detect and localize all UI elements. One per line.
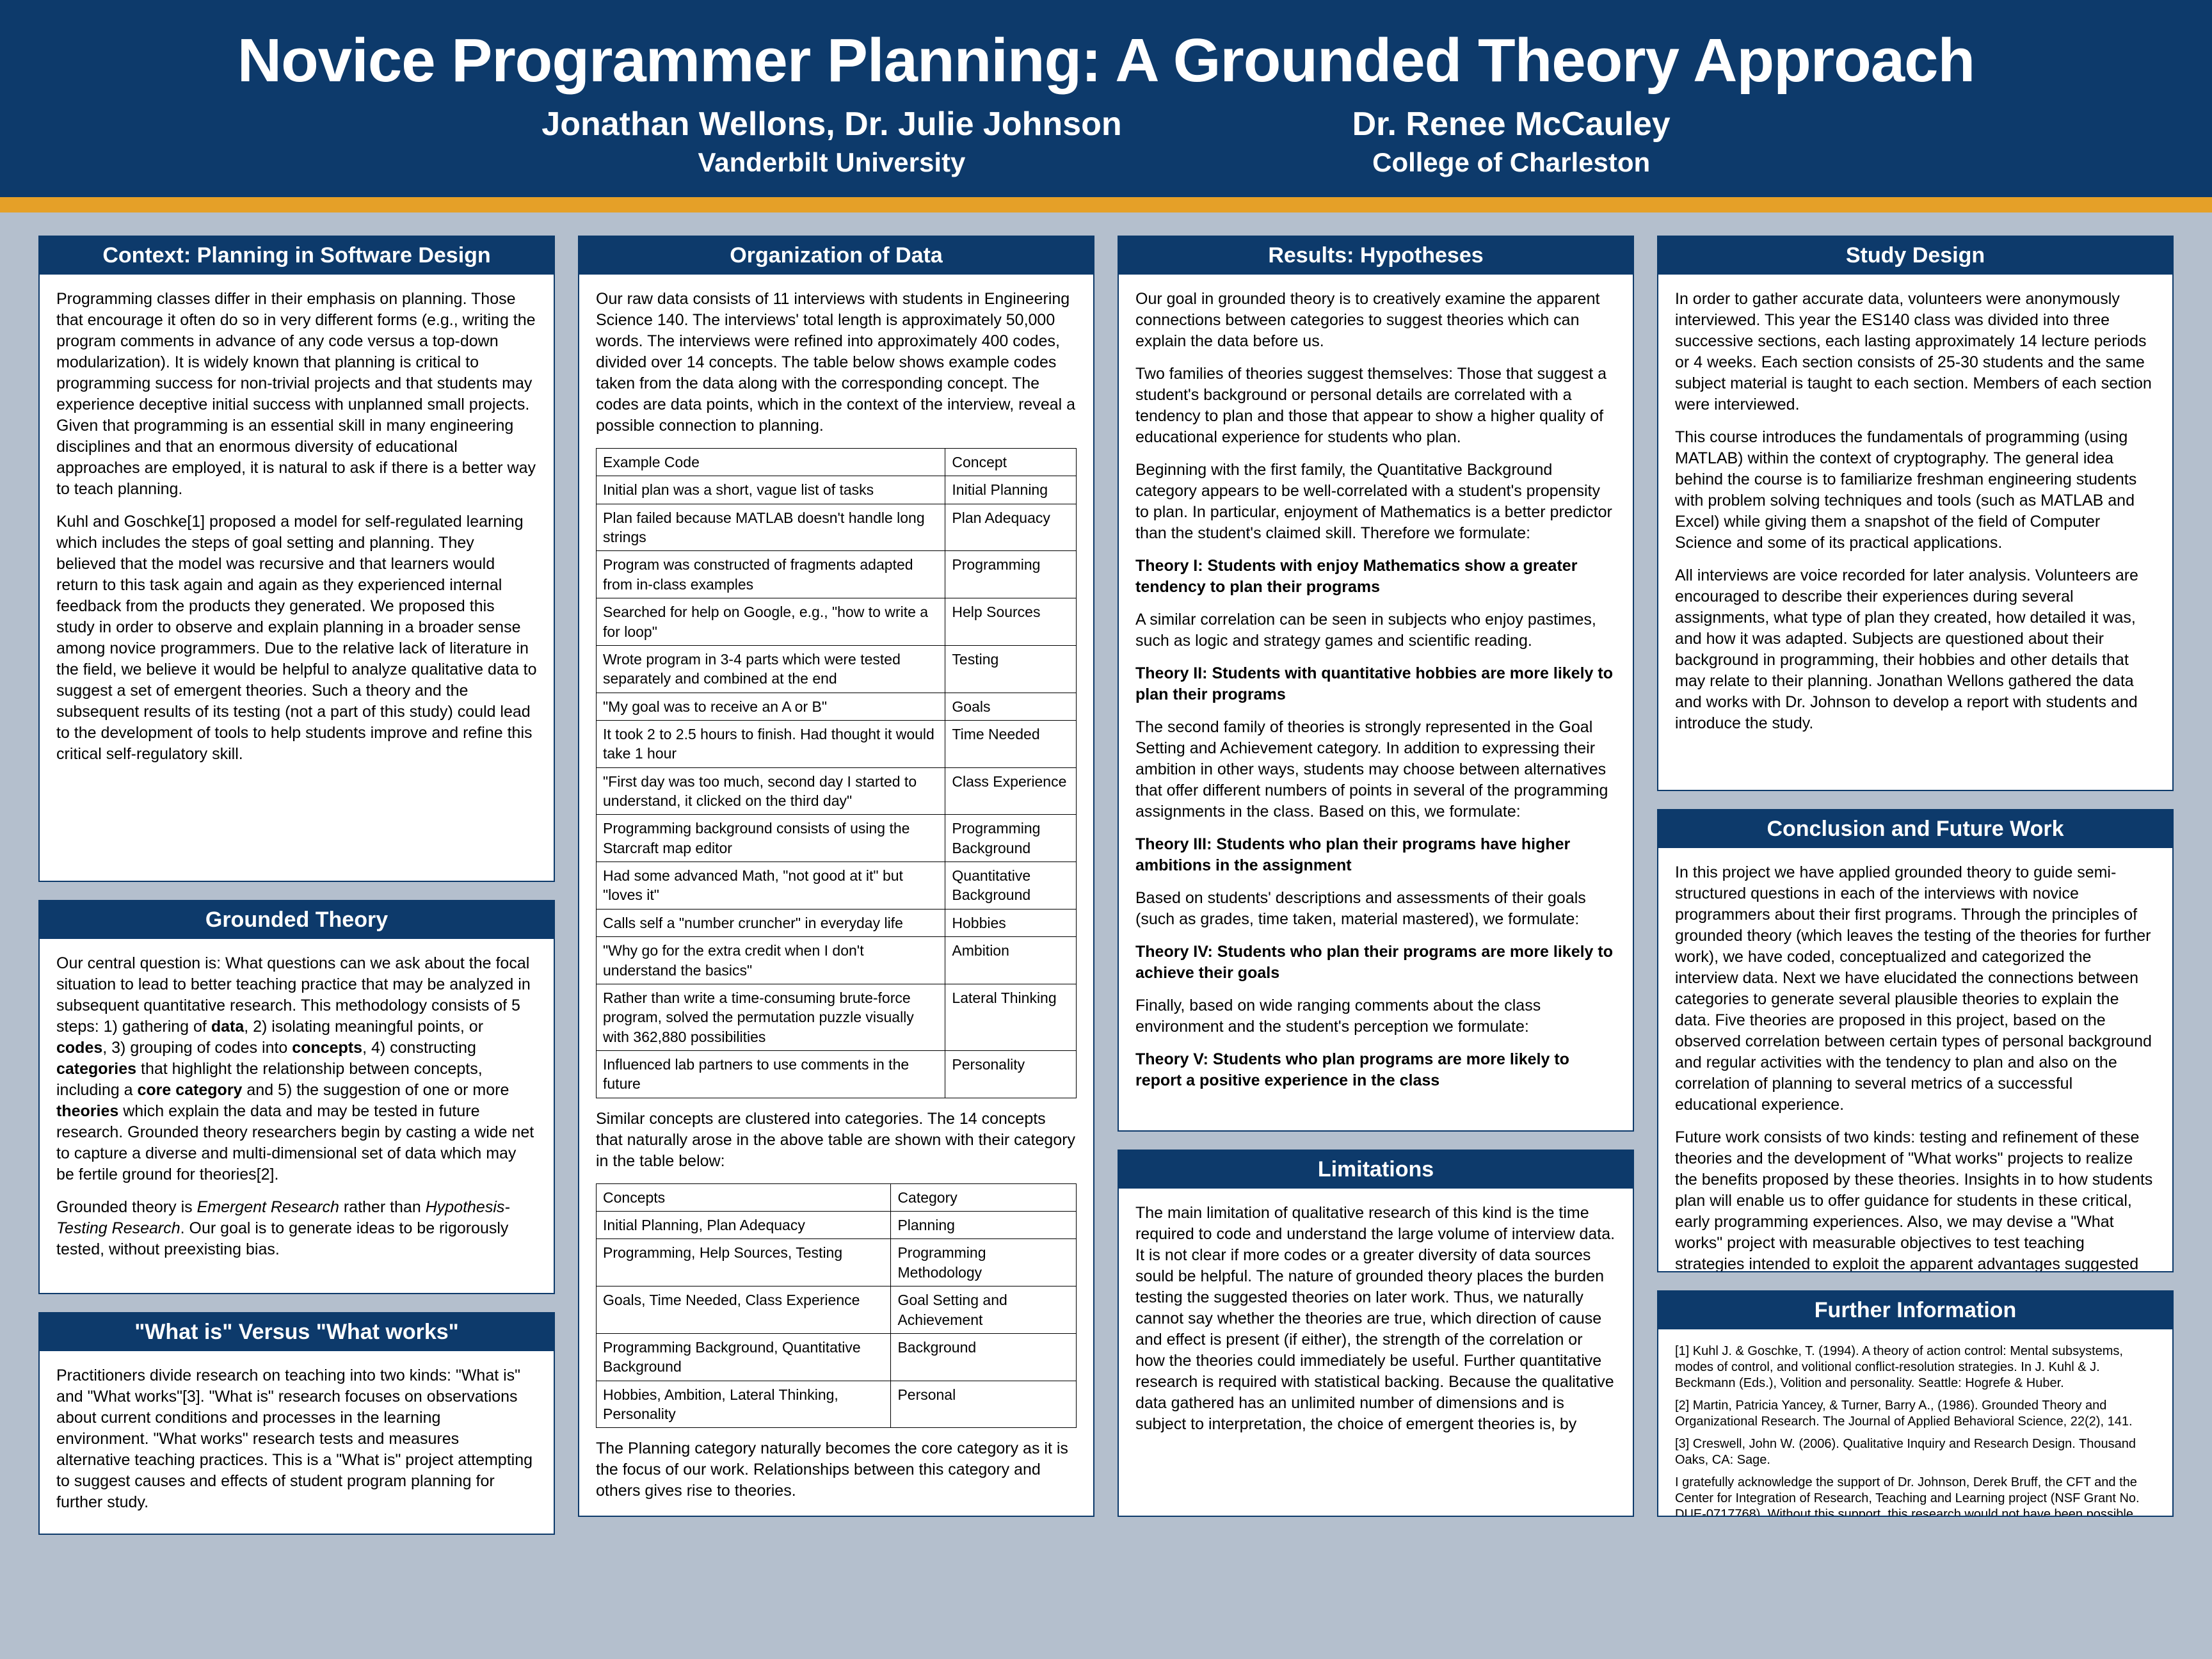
box-header: Further Information [1658,1292,2172,1329]
box-body: Our goal in grounded theory is to creati… [1119,275,1633,1117]
box-header: Organization of Data [579,237,1093,275]
reference: [3] Creswell, John W. (2006). Qualitativ… [1675,1436,2156,1468]
box-header: Grounded Theory [40,901,554,939]
box-header: Study Design [1658,237,2172,275]
author-block-1: Jonathan Wellons, Dr. Julie Johnson Vand… [541,105,1121,178]
poster-root: Novice Programmer Planning: A Grounded T… [0,0,2212,1659]
theory: Theory II: Students with quantitative ho… [1135,663,1616,705]
divider-bar [0,197,2212,212]
paragraph: This course introduces the fundamentals … [1675,427,2156,554]
box-further-info: Further Information [1] Kuhl J. & Goschk… [1657,1290,2174,1517]
box-header: Limitations [1119,1151,1633,1189]
reference: [2] Martin, Patricia Yancey, & Turner, B… [1675,1398,2156,1430]
paragraph: The main limitation of qualitative resea… [1135,1203,1616,1435]
paragraph: Future work consists of two kinds: testi… [1675,1127,2156,1271]
box-results: Results: Hypotheses Our goal in grounded… [1118,236,1634,1132]
acknowledgement: I gratefully acknowledge the support of … [1675,1475,2156,1516]
box-whatis: "What is" Versus "What works" Practition… [38,1312,555,1535]
author-names-2: Dr. Renee McCauley [1352,105,1671,143]
box-body: [1] Kuhl J. & Goschke, T. (1994). A theo… [1658,1329,2172,1516]
theory: Theory III: Students who plan their prog… [1135,834,1616,876]
paragraph: Practitioners divide research on teachin… [56,1365,537,1513]
box-body: Our central question is: What questions … [40,939,554,1286]
column-4: Study Design In order to gather accurate… [1657,236,2174,1621]
author-row: Jonathan Wellons, Dr. Julie Johnson Vand… [38,105,2174,178]
box-body: Programming classes differ in their emph… [40,275,554,790]
paragraph: Programming classes differ in their emph… [56,289,537,500]
box-conclusion: Conclusion and Future Work In this proje… [1657,809,2174,1272]
paragraph: Based on students' descriptions and asse… [1135,888,1616,930]
author-affil-1: Vanderbilt University [541,147,1121,178]
paragraph: Our central question is: What questions … [56,953,537,1185]
paragraph: Our raw data consists of 11 interviews w… [596,289,1077,437]
box-limitations: Limitations The main limitation of quali… [1118,1150,1634,1517]
box-header: Context: Planning in Software Design [40,237,554,275]
paragraph: Beginning with the first family, the Qua… [1135,460,1616,544]
box-body: In order to gather accurate data, volunt… [1658,275,2172,760]
box-header: "What is" Versus "What works" [40,1313,554,1351]
poster-header: Novice Programmer Planning: A Grounded T… [0,0,2212,197]
theory: Theory I: Students with enjoy Mathematic… [1135,556,1616,598]
theory: Theory IV: Students who plan their progr… [1135,942,1616,984]
categories-table: ConceptsCategoryInitial Planning, Plan A… [596,1183,1077,1429]
box-context: Context: Planning in Software Design Pro… [38,236,555,882]
box-body: In this project we have applied grounded… [1658,848,2172,1271]
paragraph: The second family of theories is strongl… [1135,717,1616,822]
column-1: Context: Planning in Software Design Pro… [38,236,555,1621]
paragraph: All interviews are voice recorded for la… [1675,565,2156,734]
box-header: Results: Hypotheses [1119,237,1633,275]
paragraph: In order to gather accurate data, volunt… [1675,289,2156,415]
author-block-2: Dr. Renee McCauley College of Charleston [1352,105,1671,178]
paragraph: Two families of theories suggest themsel… [1135,364,1616,448]
box-header: Conclusion and Future Work [1658,810,2172,848]
author-affil-2: College of Charleston [1352,147,1671,178]
theory: Theory V: Students who plan programs are… [1135,1049,1616,1091]
reference: [1] Kuhl J. & Goschke, T. (1994). A theo… [1675,1343,2156,1391]
paragraph: Finally, based on wide ranging comments … [1135,995,1616,1038]
box-body: Our raw data consists of 11 interviews w… [579,275,1093,1516]
box-study-design: Study Design In order to gather accurate… [1657,236,2174,791]
codes-table: Example CodeConceptInitial plan was a sh… [596,448,1077,1098]
box-body: Practitioners divide research on teachin… [40,1351,554,1534]
paragraph: Our goal in grounded theory is to creati… [1135,289,1616,352]
paragraph: Grounded theory is Emergent Research rat… [56,1197,537,1260]
paragraph: Similar concepts are clustered into cate… [596,1109,1077,1172]
paragraph: Kuhl and Goschke[1] proposed a model for… [56,511,537,765]
box-grounded-theory: Grounded Theory Our central question is:… [38,900,555,1294]
paragraph: In this project we have applied grounded… [1675,862,2156,1116]
columns: Context: Planning in Software Design Pro… [0,212,2212,1659]
column-2: Organization of Data Our raw data consis… [578,236,1094,1621]
paragraph: A similar correlation can be seen in sub… [1135,609,1616,652]
box-body: The main limitation of qualitative resea… [1119,1189,1633,1461]
paragraph: The Planning category naturally becomes … [596,1438,1077,1502]
author-names-1: Jonathan Wellons, Dr. Julie Johnson [541,105,1121,143]
box-organization: Organization of Data Our raw data consis… [578,236,1094,1517]
column-3: Results: Hypotheses Our goal in grounded… [1118,236,1634,1621]
poster-title: Novice Programmer Planning: A Grounded T… [38,26,2174,96]
